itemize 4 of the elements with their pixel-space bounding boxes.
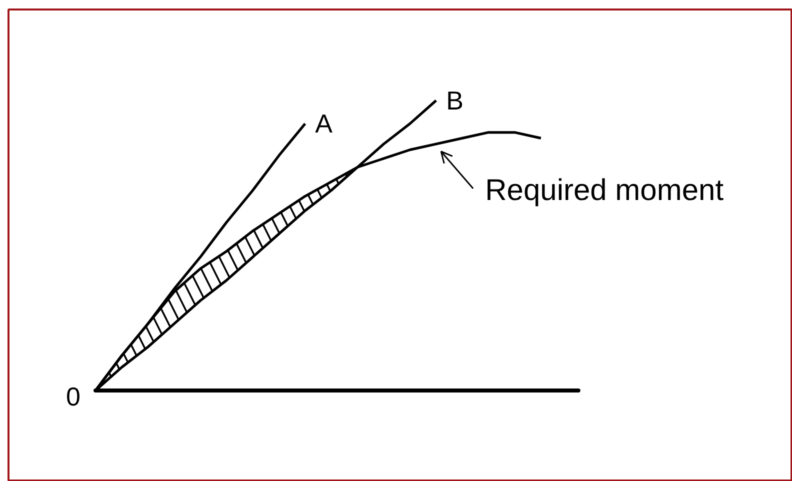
series-label: A [315, 108, 334, 139]
legend-label: Required moment [485, 174, 724, 207]
series-label: B [446, 86, 464, 116]
text: 0 [66, 382, 81, 412]
